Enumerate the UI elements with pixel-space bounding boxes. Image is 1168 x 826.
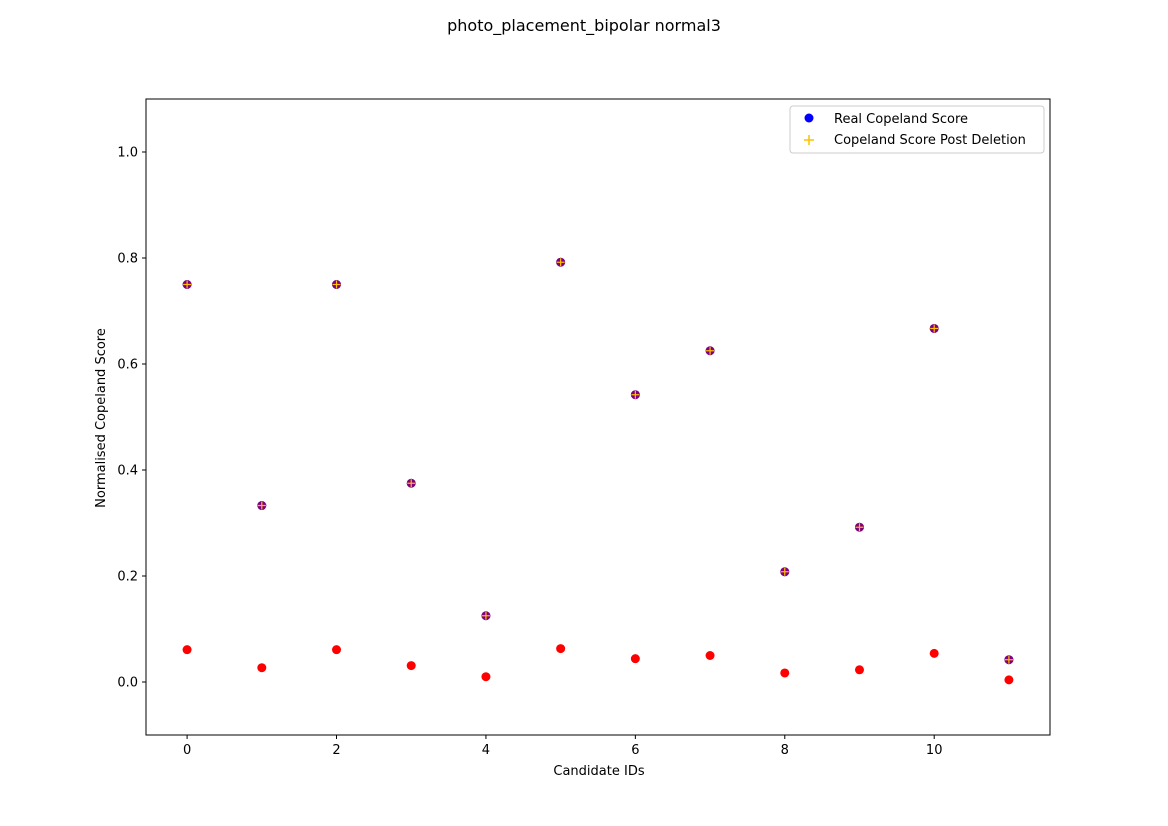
post-deletion-red-point: [780, 668, 790, 678]
post-deletion-plus-point: [481, 611, 490, 620]
post-deletion-plus-point: [631, 390, 640, 399]
x-tick-label: 2: [332, 743, 340, 758]
post-deletion-plus-point: [930, 324, 939, 333]
post-deletion-plus-point: [556, 258, 565, 267]
plot-area: [145, 98, 1051, 736]
plot-frame: [145, 98, 1051, 736]
post-deletion-red-point: [1004, 675, 1014, 685]
x-tick-label: 6: [631, 743, 639, 758]
data-points: [182, 257, 1014, 685]
post-deletion-plus-point: [706, 346, 715, 355]
post-deletion-red-point: [630, 654, 640, 664]
post-deletion-plus-point: [1004, 655, 1013, 664]
post-deletion-plus-point: [407, 479, 416, 488]
x-tick-label: 0: [183, 743, 191, 758]
post-deletion-plus-point: [332, 280, 341, 289]
post-deletion-red-point: [556, 644, 566, 654]
post-deletion-red-point: [257, 663, 267, 673]
post-deletion-red-point: [332, 645, 342, 655]
post-deletion-plus-point: [183, 280, 192, 289]
legend-marker-real: [804, 113, 814, 123]
y-tick-label: 0.2: [117, 570, 138, 585]
y-axis: 0.0 0.2 0.4 0.6 0.8 1.0: [117, 146, 146, 691]
post-deletion-red-point: [705, 651, 715, 660]
post-deletion-plus-point: [780, 567, 789, 576]
x-tick-label: 4: [482, 743, 490, 758]
legend-label-real: Real Copeland Score: [834, 112, 968, 127]
post-deletion-red-point: [182, 645, 192, 655]
x-tick-label: 8: [781, 743, 789, 758]
legend-box: [789, 105, 1045, 154]
legend-marker-post-deletion: [804, 135, 814, 145]
y-tick-label: 0.6: [117, 358, 138, 373]
post-deletion-plus-point: [257, 501, 266, 510]
x-tick-label: 10: [926, 743, 943, 758]
post-deletion-red-point: [481, 672, 491, 682]
post-deletion-plus-point: [855, 523, 864, 532]
y-axis-label: Normalised Copeland Score: [94, 328, 109, 508]
x-axis-label: Candidate IDs: [553, 764, 644, 779]
y-tick-label: 0.8: [117, 252, 138, 267]
legend: Real Copeland Score Copeland Score Post …: [789, 105, 1045, 154]
chart-title: photo_placement_bipolar normal3: [447, 16, 721, 36]
y-tick-label: 0.0: [117, 676, 138, 691]
post-deletion-red-point: [854, 665, 864, 675]
post-deletion-red-point: [929, 648, 939, 658]
y-tick-label: 0.4: [117, 464, 138, 479]
legend-label-post-deletion: Copeland Score Post Deletion: [834, 133, 1026, 148]
x-axis: 0 2 4 6 8 10: [183, 735, 943, 758]
post-deletion-red-point: [406, 661, 416, 671]
y-tick-label: 1.0: [117, 146, 138, 161]
